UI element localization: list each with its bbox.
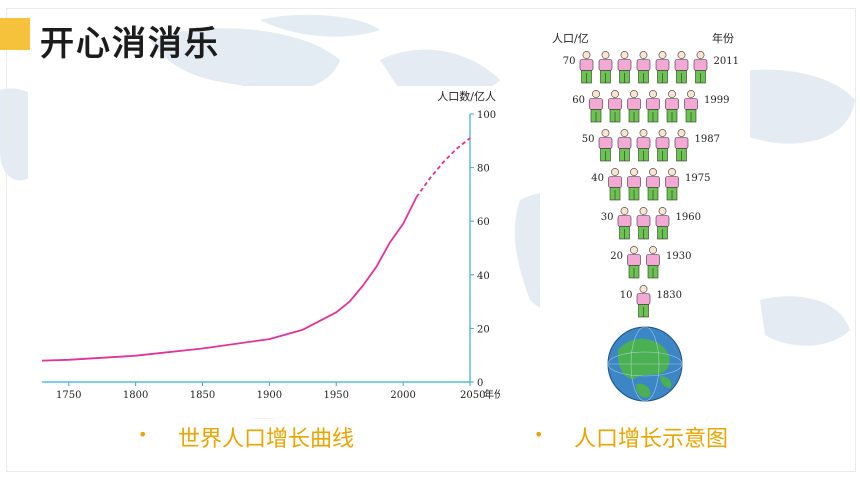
person-icon: [693, 51, 708, 84]
pictogram-year-label: 2011: [714, 56, 739, 67]
person-icon: [646, 246, 660, 279]
caption-bullet-right: •: [534, 425, 544, 444]
pictogram-population-label: 70: [563, 56, 576, 67]
population-pictogram-panel: 人口/亿 年份 70 2011 60 1999 50 1987 40 1975 30 1960 20 19…: [540, 20, 750, 410]
person-icon: [608, 90, 622, 123]
person-icon: [655, 207, 670, 240]
pictogram-population-label: 50: [582, 134, 595, 145]
y-tick-label: 20: [477, 324, 490, 335]
person-icon: [674, 129, 689, 162]
y-tick-label: 80: [477, 164, 490, 175]
population-pictogram: 人口/亿 年份 70 2011 60 1999 50 1987 40 1975 30 1960 20 19…: [552, 31, 739, 402]
title-accent-bar: [0, 18, 30, 50]
pictogram-population-label: 20: [610, 251, 623, 262]
pictogram-population-label: 60: [572, 95, 585, 106]
population-line: [41, 196, 418, 362]
globe-icon: [607, 326, 683, 402]
pictogram-year-label: 1830: [657, 290, 682, 301]
pictogram-population-label: 10: [620, 290, 633, 301]
pictogram-year-label: 1930: [666, 251, 691, 262]
person-icon: [636, 51, 651, 84]
person-icon: [646, 90, 660, 123]
y-tick-label: 0: [477, 378, 483, 389]
person-icon: [608, 168, 622, 201]
person-icon: [636, 207, 651, 240]
person-icon: [627, 168, 641, 201]
person-icon: [665, 168, 679, 201]
pictogram-year-label: 1960: [676, 212, 701, 223]
projected-population-line: [415, 137, 471, 198]
person-icon: [655, 129, 670, 162]
person-icon: [674, 51, 689, 84]
slide-frame: [6, 8, 856, 472]
y-tick-label: 40: [477, 271, 490, 282]
caption-bullet-left: •: [138, 425, 148, 444]
person-icon: [617, 51, 632, 84]
slide-title: 开心消消乐: [40, 24, 220, 64]
x-tick-label: 1900: [257, 390, 282, 401]
pictogram-header-year: 年份: [712, 31, 734, 45]
person-icon: [617, 207, 632, 240]
person-icon: [579, 51, 594, 84]
person-icon: [655, 51, 670, 84]
person-icon: [665, 90, 679, 123]
y-tick-label: 100: [477, 110, 496, 121]
x-tick-label: 1800: [123, 390, 148, 401]
pictogram-population-label: 30: [601, 212, 614, 223]
person-icon: [617, 129, 632, 162]
person-icon: [598, 51, 613, 84]
person-icon: [589, 90, 603, 123]
y-axis-label: 人口数/亿人: [437, 90, 496, 103]
person-icon: [636, 129, 651, 162]
person-icon: [646, 168, 660, 201]
pictogram-header-population: 人口/亿: [552, 32, 589, 45]
caption-right: 人口增长示意图: [574, 427, 729, 452]
x-tick-label: 2000: [390, 390, 415, 401]
person-icon: [627, 246, 641, 279]
person-icon: [627, 90, 641, 123]
x-tick-label: 1850: [190, 390, 215, 401]
y-tick-label: 60: [477, 217, 490, 228]
pictogram-year-label: 1987: [695, 134, 720, 145]
population-curve-panel: 1750 1800 1850 1900 1950 2000 2050 年份 0 20 40 60 80 1…: [28, 86, 504, 418]
x-tick-label: 1750: [56, 390, 81, 401]
pictogram-year-label: 1975: [685, 173, 710, 184]
person-icon: [684, 90, 698, 123]
pictogram-population-label: 40: [591, 173, 604, 184]
x-axis-label: 年份: [484, 388, 500, 401]
person-icon: [636, 285, 651, 318]
caption-left: 世界人口增长曲线: [178, 427, 355, 452]
pictogram-year-label: 1999: [704, 95, 729, 106]
x-tick-label: 2050: [460, 390, 485, 401]
x-tick-label: 1950: [324, 390, 349, 401]
person-icon: [598, 129, 613, 162]
